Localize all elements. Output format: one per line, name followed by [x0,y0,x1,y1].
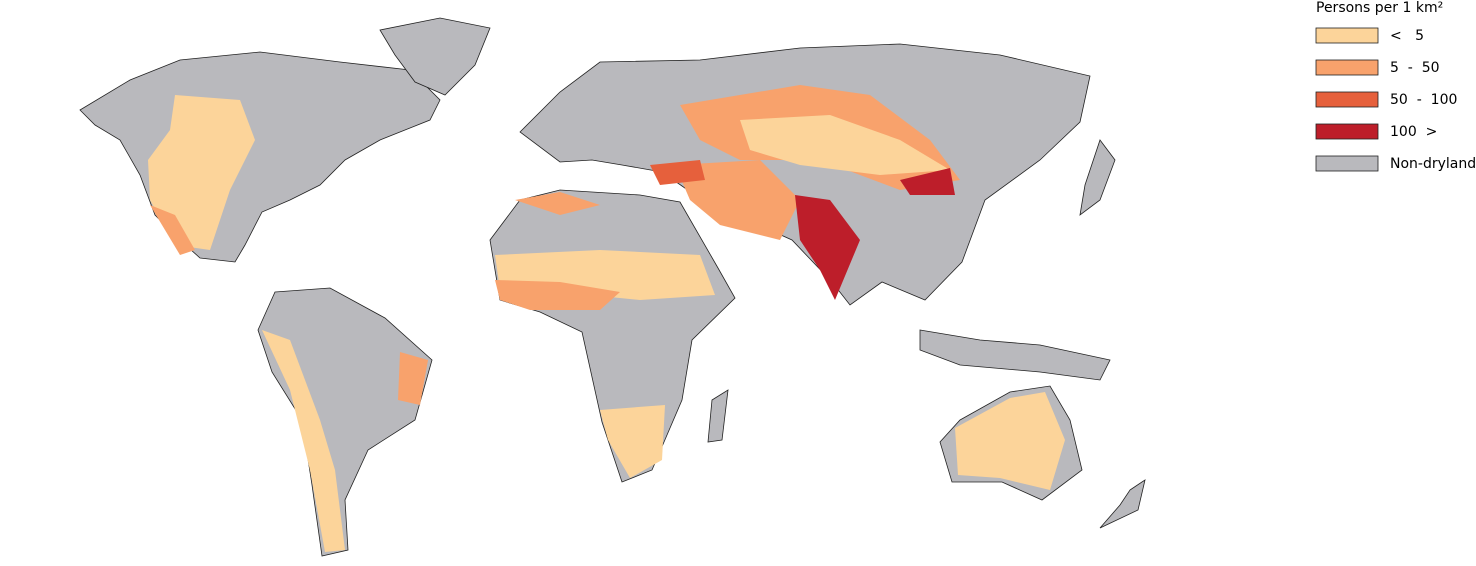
legend-label: Non-dryland [1390,156,1476,172]
zone-sa-west [262,330,345,552]
zone-north-china [900,168,955,195]
legend-label: 5 - 50 [1390,60,1440,76]
zone-australia [955,392,1065,490]
zone-south-africa [600,405,665,478]
zone-maghreb [515,192,600,215]
zone-brazil-ne [398,352,428,405]
legend: Persons per 1 km² < 5 5 - 50 50 - 100 100 >… [1315,0,1476,172]
legend-swatch [1315,27,1379,44]
madagascar [707,389,729,443]
greenland [379,17,491,96]
zone-middle-east [675,160,800,240]
legend-swatch [1315,155,1379,172]
zone-gobi [740,115,950,175]
legend-swatch [1315,91,1379,108]
legend-label: 50 - 100 [1390,92,1457,108]
zone-sahel-south [495,280,620,310]
indonesia [919,329,1111,381]
zone-mexico [150,205,195,255]
legend-swatch [1315,123,1379,140]
legend-swatch [1315,59,1379,76]
north-america [79,51,441,263]
zone-india [795,195,860,300]
zone-turkey [650,160,705,185]
legend-title: Persons per 1 km² [1316,0,1443,16]
legend-label: < 5 [1390,28,1424,44]
new-zealand [1099,479,1146,529]
zone-na-west [148,95,255,250]
south-america [257,287,433,557]
dryland-zones [148,85,1065,552]
japan [1079,139,1116,216]
legend-label: 100 > [1390,124,1437,140]
